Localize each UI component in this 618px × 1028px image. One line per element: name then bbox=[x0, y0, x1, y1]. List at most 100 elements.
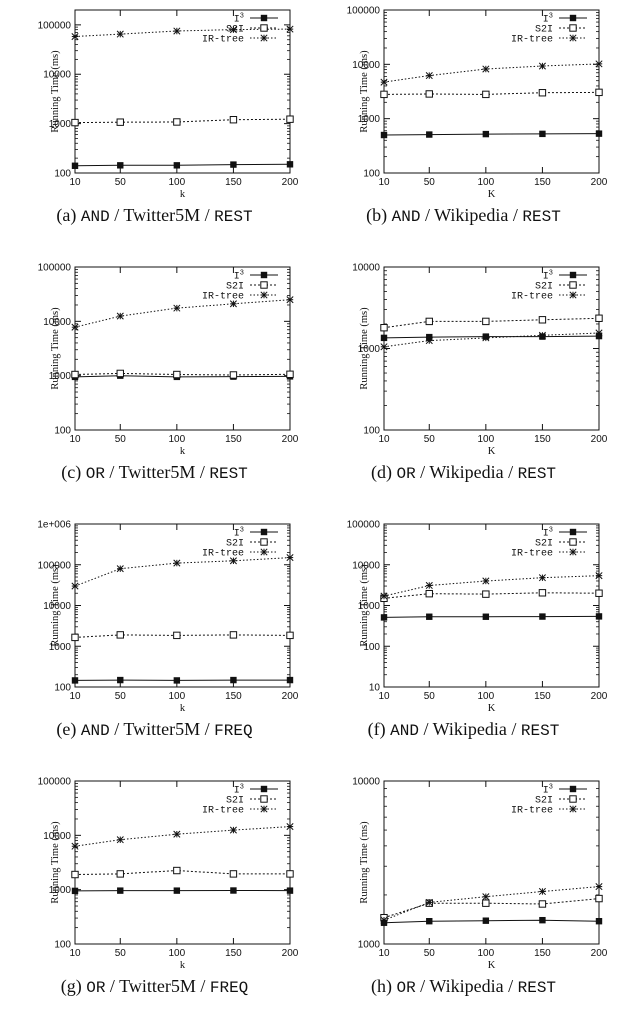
data-point bbox=[174, 28, 180, 34]
legend-superscript: 3 bbox=[240, 270, 244, 278]
caption-sep: / bbox=[508, 205, 522, 225]
data-point bbox=[426, 91, 432, 97]
legend-superscript: 3 bbox=[549, 784, 553, 792]
data-point bbox=[426, 131, 432, 137]
data-point bbox=[483, 318, 489, 324]
legend-marker bbox=[261, 529, 267, 535]
legend-label: IR-tree bbox=[202, 292, 244, 303]
x-axis-label: K bbox=[488, 189, 496, 200]
legend-marker bbox=[261, 786, 267, 792]
legend-label: IR-tree bbox=[511, 549, 553, 560]
x-tick-label: 10 bbox=[69, 691, 81, 702]
x-tick-label: 200 bbox=[282, 434, 299, 445]
data-point bbox=[117, 677, 123, 683]
data-point bbox=[426, 899, 432, 905]
legend-superscript: 3 bbox=[240, 527, 244, 535]
series-line bbox=[384, 318, 599, 327]
caption-sep: / bbox=[110, 205, 124, 225]
data-point bbox=[539, 63, 545, 69]
data-point bbox=[483, 900, 489, 906]
legend-marker bbox=[570, 35, 576, 41]
data-point bbox=[117, 313, 123, 319]
x-tick-label: 200 bbox=[591, 434, 608, 445]
legend-marker bbox=[570, 25, 576, 31]
legend-marker bbox=[261, 35, 267, 41]
series-line bbox=[75, 827, 290, 847]
x-tick-label: 200 bbox=[282, 177, 299, 188]
data-point bbox=[287, 677, 293, 683]
caption-label: (c) bbox=[61, 462, 81, 482]
data-point bbox=[230, 161, 236, 167]
y-tick-label: 10000 bbox=[352, 263, 380, 274]
legend-superscript: 3 bbox=[240, 13, 244, 21]
series-line bbox=[384, 333, 599, 347]
caption-dataset: Twitter5M bbox=[119, 976, 196, 996]
legend-marker bbox=[261, 806, 267, 812]
data-point bbox=[117, 871, 123, 877]
caption-label: (f) bbox=[368, 719, 386, 739]
data-point bbox=[539, 901, 545, 907]
caption-query: AND bbox=[81, 722, 110, 740]
x-tick-label: 50 bbox=[115, 691, 127, 702]
x-axis-label: k bbox=[180, 703, 186, 714]
x-tick-label: 50 bbox=[115, 434, 127, 445]
x-tick-label: 150 bbox=[225, 691, 242, 702]
caption-dataset: Twitter5M bbox=[119, 462, 196, 482]
data-point bbox=[72, 119, 78, 125]
data-point bbox=[381, 335, 387, 341]
series-line bbox=[75, 119, 290, 122]
plot-frame bbox=[384, 524, 599, 687]
legend-superscript: 3 bbox=[549, 270, 553, 278]
data-point bbox=[174, 371, 180, 377]
legend-marker bbox=[261, 15, 267, 21]
y-tick-label: 100000 bbox=[38, 263, 72, 274]
x-tick-label: 200 bbox=[591, 177, 608, 188]
data-point bbox=[539, 888, 545, 894]
x-tick-label: 10 bbox=[69, 177, 81, 188]
x-axis-label: K bbox=[488, 960, 496, 971]
legend-marker bbox=[261, 25, 267, 31]
caption-sep: / bbox=[196, 976, 210, 996]
series-line bbox=[384, 336, 599, 338]
data-point bbox=[426, 72, 432, 78]
y-tick-label: 100000 bbox=[38, 20, 72, 31]
data-point bbox=[287, 632, 293, 638]
caption-sep: / bbox=[419, 719, 433, 739]
caption-query: OR bbox=[396, 979, 415, 997]
data-point bbox=[117, 632, 123, 638]
x-tick-label: 200 bbox=[591, 948, 608, 959]
data-point bbox=[287, 371, 293, 377]
caption-workload: FREQ bbox=[210, 979, 248, 997]
legend-marker bbox=[261, 272, 267, 278]
plot-frame bbox=[384, 10, 599, 173]
series-line bbox=[384, 134, 599, 135]
data-point bbox=[287, 554, 293, 560]
y-tick-label: 100000 bbox=[347, 520, 381, 531]
x-tick-label: 10 bbox=[378, 948, 390, 959]
legend-marker bbox=[570, 282, 576, 288]
legend-label: IR-tree bbox=[511, 35, 553, 46]
data-point bbox=[230, 372, 236, 378]
data-point bbox=[381, 79, 387, 85]
y-axis-label: Running Time (ms) bbox=[50, 564, 61, 647]
x-tick-label: 50 bbox=[424, 177, 436, 188]
caption-label: (b) bbox=[366, 205, 387, 225]
data-point bbox=[72, 371, 78, 377]
data-point bbox=[539, 90, 545, 96]
data-point bbox=[174, 887, 180, 893]
caption-query: AND bbox=[392, 208, 421, 226]
caption-workload: REST bbox=[518, 465, 556, 483]
data-point bbox=[287, 116, 293, 122]
data-point bbox=[117, 119, 123, 125]
caption-sep: / bbox=[420, 205, 434, 225]
legend-marker bbox=[261, 282, 267, 288]
y-tick-label: 10000 bbox=[352, 777, 380, 788]
caption-query: OR bbox=[86, 979, 105, 997]
